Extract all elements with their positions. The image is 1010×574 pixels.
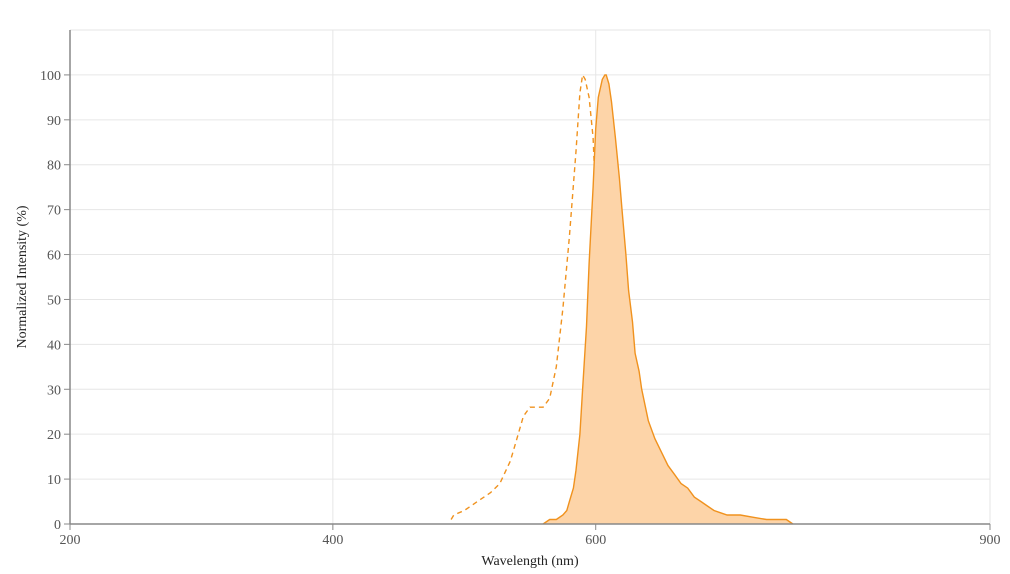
tick-labels: 0 10 20 30 40 50 60 70 80 90 100 200 400 600 900: [40, 69, 1001, 548]
y-tick-label: 10: [47, 473, 61, 488]
y-tick-label: 20: [47, 428, 61, 443]
y-tick-label: 80: [47, 159, 61, 174]
series-layer: [450, 72, 794, 525]
x-tick-label: 600: [585, 533, 606, 548]
y-tick-label: 70: [47, 204, 61, 219]
emission-series-line: [542, 74, 794, 525]
x-tick-label: 200: [60, 533, 81, 548]
y-tick-label: 90: [47, 114, 61, 129]
y-tick-label: 30: [47, 383, 61, 398]
y-tick-label: 100: [40, 69, 61, 84]
excitation-series-line: [450, 72, 643, 525]
axes: [64, 30, 991, 530]
emission-area-fill: [543, 74, 793, 525]
x-tick-label: 900: [980, 533, 1001, 548]
x-axis-title: Wavelength (nm): [481, 554, 579, 569]
y-axis-title: Normalized Intensity (%): [15, 205, 30, 348]
y-tick-label: 40: [47, 338, 61, 353]
y-tick-label: 60: [47, 249, 61, 264]
x-tick-label: 400: [322, 533, 343, 548]
grid: [70, 29, 991, 524]
y-tick-label: 50: [47, 293, 61, 308]
y-tick-label: 0: [54, 518, 61, 533]
